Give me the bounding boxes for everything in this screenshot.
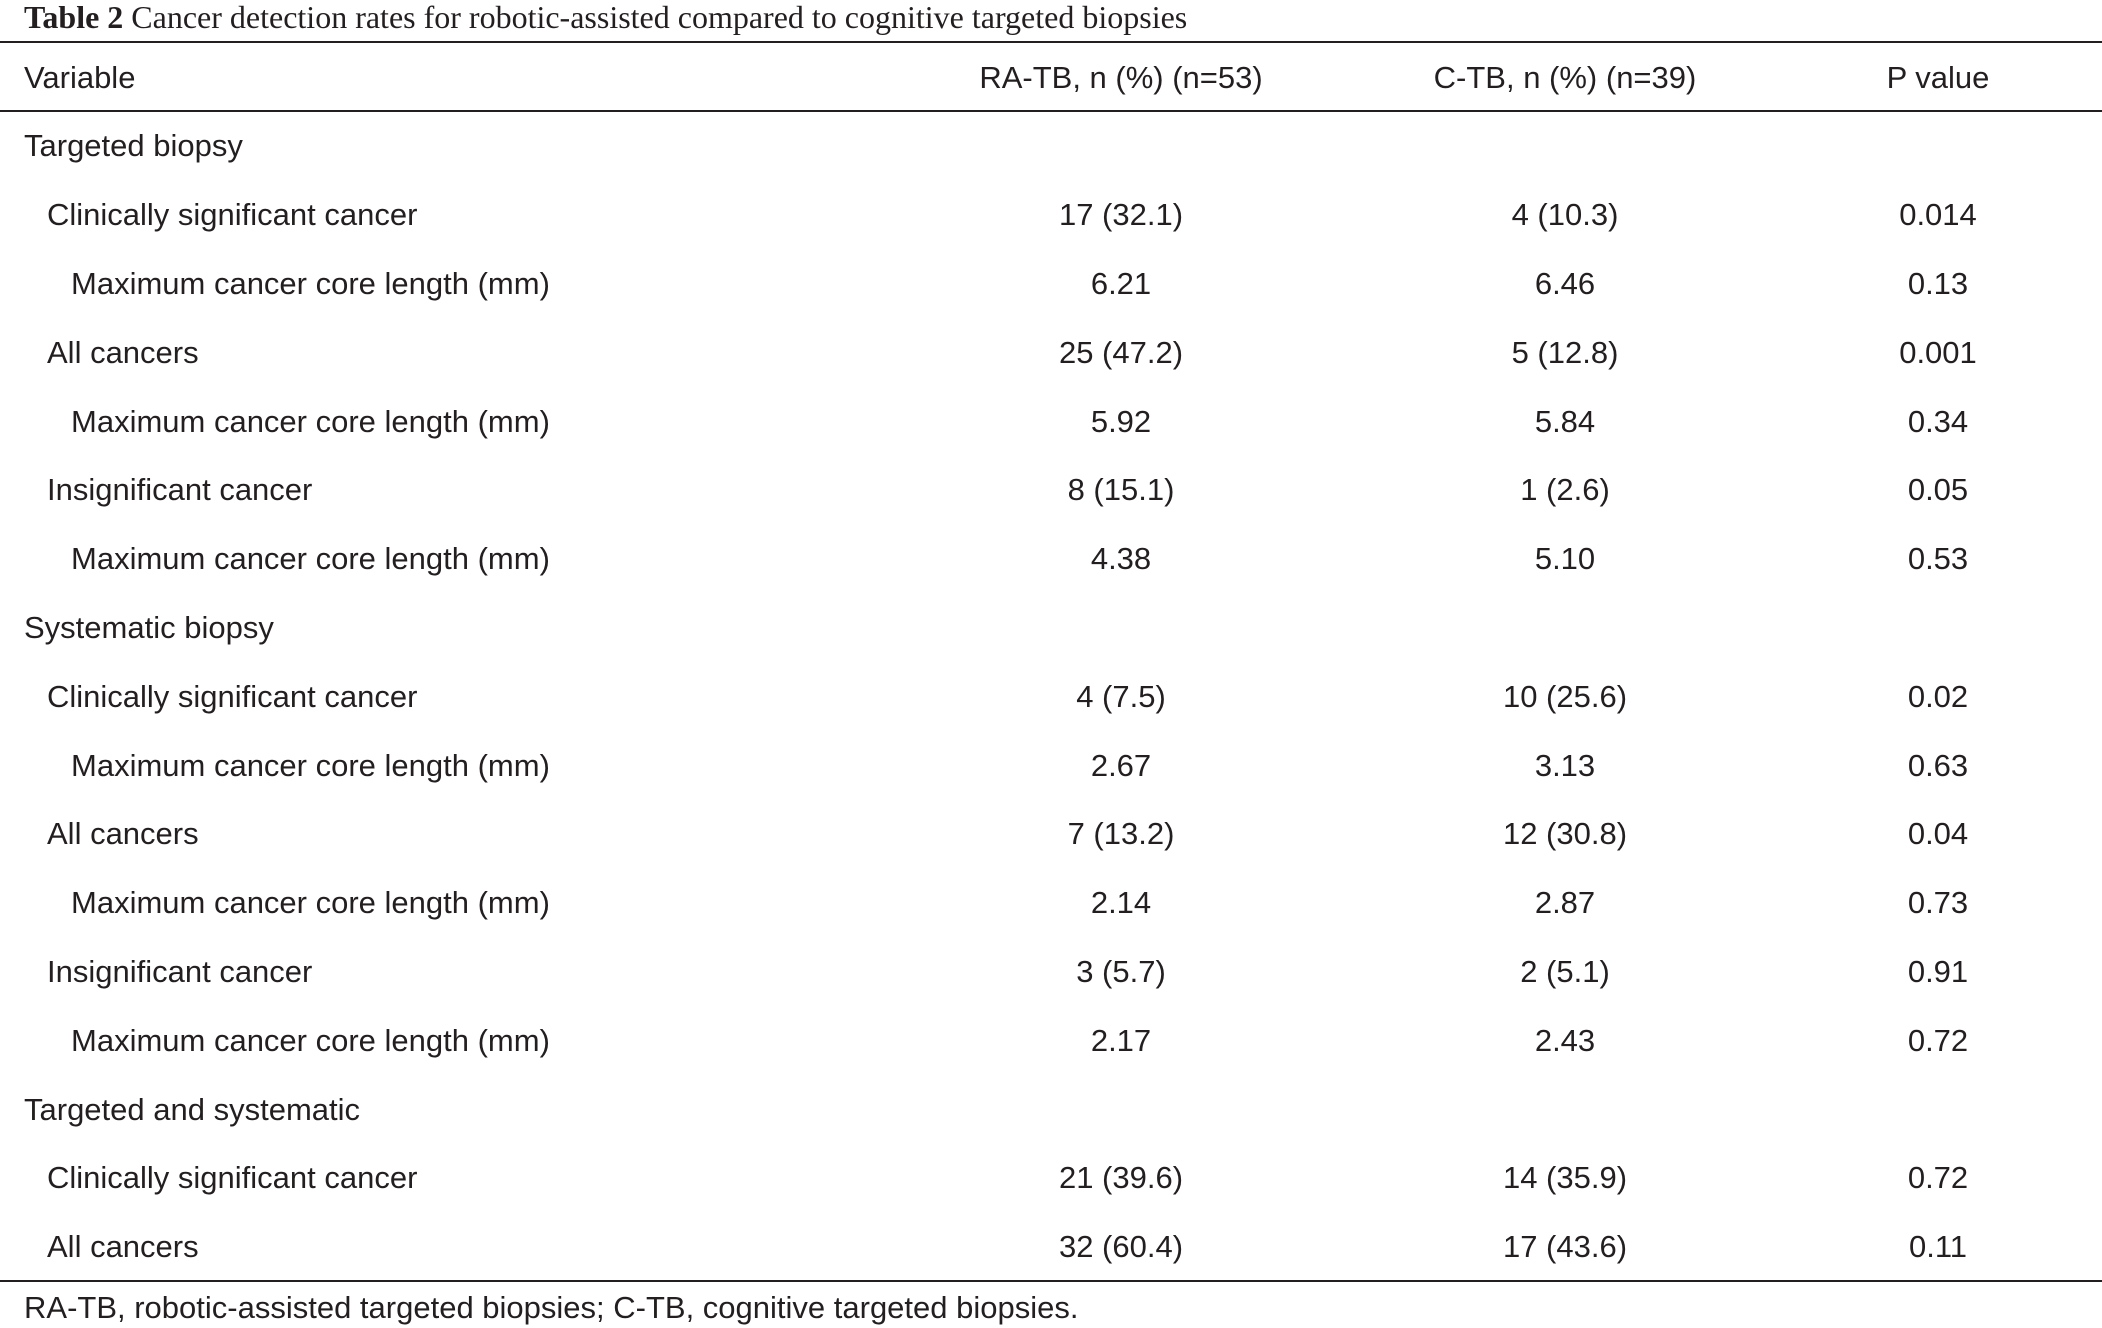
table-row: Clinically significant cancer 4 (7.5) 10 (…	[0, 662, 2102, 731]
cell-ra-tb	[886, 112, 1356, 181]
cell-ra-tb: 6.21	[1090, 265, 1152, 301]
cell-c-tb: 5 (12.8)	[1511, 334, 1619, 370]
table-row: All cancers 7 (13.2) 12 (30.8) 0.04	[0, 800, 2102, 869]
table-row: Maximum cancer core length (mm) 5.92 5.84 0…	[0, 387, 2102, 456]
cell-p-value: 0.72	[1907, 1160, 1969, 1196]
header-row: Variable RA-TB, n (%) (n=53) C-TB, n (%)…	[0, 43, 2102, 112]
cell-ra-tb: 32 (60.4)	[1058, 1229, 1184, 1265]
cell-p-value: 0.34	[1907, 403, 1969, 439]
cell-p-value: 0.11	[1908, 1229, 1968, 1265]
cell-variable: Clinically significant cancer	[47, 678, 418, 714]
cell-c-tb: 4 (10.3)	[1511, 197, 1619, 233]
cell-p-value: 0.05	[1907, 472, 1969, 508]
cell-c-tb: 3.13	[1534, 747, 1596, 783]
table-caption-label: Table 2	[24, 0, 124, 35]
table-row: Maximum cancer core length (mm) 4.38 5.10 0…	[0, 525, 2102, 594]
cell-variable: Targeted and systematic	[24, 1091, 361, 1127]
section-header-row: Targeted biopsy	[0, 112, 2102, 181]
cell-variable: Clinically significant cancer	[47, 197, 418, 233]
cell-variable: Systematic biopsy	[24, 609, 274, 645]
cell-p-value: 0.53	[1907, 541, 1969, 577]
cell-c-tb: 2 (5.1)	[1520, 953, 1610, 989]
cell-c-tb: 12 (30.8)	[1502, 816, 1628, 852]
table-row: Maximum cancer core length (mm) 2.67 3.13 0…	[0, 731, 2102, 800]
cell-c-tb: 5.10	[1534, 541, 1596, 577]
table-row: Maximum cancer core length (mm) 2.17 2.43 0…	[0, 1006, 2102, 1075]
cell-ra-tb: 2.17	[1090, 1022, 1152, 1058]
cell-variable: Insignificant cancer	[47, 953, 313, 989]
table-caption: Table 2 Cancer detection rates for robot…	[24, 0, 1187, 34]
cell-variable: Maximum cancer core length (mm)	[71, 885, 550, 921]
cell-c-tb: 2.43	[1534, 1022, 1596, 1058]
cell-variable: Targeted biopsy	[24, 128, 243, 164]
cell-c-tb: 17 (43.6)	[1502, 1229, 1628, 1265]
cell-variable: Maximum cancer core length (mm)	[71, 541, 550, 577]
cell-ra-tb: 4 (7.5)	[1076, 678, 1166, 714]
cell-variable: Maximum cancer core length (mm)	[71, 265, 550, 301]
table-body: Targeted biopsy Clinically significant ca…	[0, 112, 2102, 1282]
cell-ra-tb	[886, 594, 1356, 663]
cell-p-value	[1774, 112, 2102, 181]
cell-p-value: 0.72	[1907, 1022, 1969, 1058]
section-header-row: Systematic biopsy	[0, 594, 2102, 663]
cell-ra-tb: 7 (13.2)	[1067, 816, 1175, 852]
table-row: All cancers 32 (60.4) 17 (43.6) 0.11	[0, 1213, 2102, 1282]
cell-p-value: 0.014	[1899, 197, 1977, 233]
cell-p-value: 0.63	[1907, 747, 1969, 783]
cell-ra-tb: 3 (5.7)	[1076, 953, 1166, 989]
cell-c-tb: 1 (2.6)	[1520, 472, 1610, 508]
table-caption-text: Cancer detection rates for robotic-assis…	[131, 0, 1188, 35]
cell-p-value	[1774, 1075, 2102, 1144]
cell-variable: All cancers	[47, 1229, 199, 1265]
table-row: All cancers 25 (47.2) 5 (12.8) 0.001	[0, 318, 2102, 387]
cell-p-value: 0.91	[1907, 953, 1969, 989]
cell-variable: Maximum cancer core length (mm)	[71, 747, 550, 783]
cell-p-value: 0.13	[1907, 265, 1969, 301]
header-rule	[0, 110, 2102, 112]
cell-p-value: 0.04	[1907, 816, 1969, 852]
cell-ra-tb: 2.14	[1090, 885, 1152, 921]
cell-c-tb: 14 (35.9)	[1502, 1160, 1628, 1196]
table-row: Insignificant cancer 3 (5.7) 2 (5.1) 0.91	[0, 938, 2102, 1007]
table-row: Maximum cancer core length (mm) 2.14 2.87 0…	[0, 869, 2102, 938]
table-row: Clinically significant cancer 21 (39.6) 14…	[0, 1144, 2102, 1213]
cell-variable: Maximum cancer core length (mm)	[71, 403, 550, 439]
cell-variable: Insignificant cancer	[47, 472, 313, 508]
header-ra-tb: RA-TB, n (%) (n=53)	[979, 59, 1263, 95]
header-c-tb: C-TB, n (%) (n=39)	[1433, 59, 1697, 95]
cell-p-value: 0.02	[1907, 678, 1969, 714]
cell-ra-tb: 8 (15.1)	[1067, 472, 1175, 508]
cell-variable: Clinically significant cancer	[47, 1160, 418, 1196]
cell-c-tb	[1356, 594, 1774, 663]
cell-ra-tb: 2.67	[1090, 747, 1152, 783]
cell-p-value	[1774, 594, 2102, 663]
cell-ra-tb	[886, 1075, 1356, 1144]
table-row: Maximum cancer core length (mm) 6.21 6.46 0…	[0, 250, 2102, 319]
table-row: Clinically significant cancer 17 (32.1) 4 …	[0, 181, 2102, 250]
cell-variable: All cancers	[47, 816, 199, 852]
top-rule	[0, 41, 2102, 43]
header-variable: Variable	[24, 59, 136, 95]
bottom-rule	[0, 1280, 2102, 1282]
cell-variable: All cancers	[47, 334, 199, 370]
table-footnote: RA-TB, robotic-assisted targeted biopsie…	[24, 1290, 1079, 1325]
cell-c-tb: 2.87	[1534, 885, 1596, 921]
cell-c-tb: 10 (25.6)	[1502, 678, 1628, 714]
cell-c-tb: 5.84	[1534, 403, 1596, 439]
section-header-row: Targeted and systematic	[0, 1075, 2102, 1144]
cell-ra-tb: 25 (47.2)	[1058, 334, 1184, 370]
cell-p-value: 0.001	[1899, 334, 1977, 370]
cell-ra-tb: 5.92	[1090, 403, 1152, 439]
cell-c-tb: 6.46	[1534, 265, 1596, 301]
cell-variable: Maximum cancer core length (mm)	[71, 1022, 550, 1058]
cell-ra-tb: 21 (39.6)	[1058, 1160, 1184, 1196]
table-row: Insignificant cancer 8 (15.1) 1 (2.6) 0.05	[0, 456, 2102, 525]
cell-c-tb	[1356, 112, 1774, 181]
results-table: Variable RA-TB, n (%) (n=53) C-TB, n (%)…	[0, 43, 2102, 1282]
cell-c-tb	[1356, 1075, 1774, 1144]
header-p-value: P value	[1886, 59, 1990, 95]
cell-p-value: 0.73	[1907, 885, 1969, 921]
cell-ra-tb: 17 (32.1)	[1058, 197, 1184, 233]
cell-ra-tb: 4.38	[1090, 541, 1152, 577]
